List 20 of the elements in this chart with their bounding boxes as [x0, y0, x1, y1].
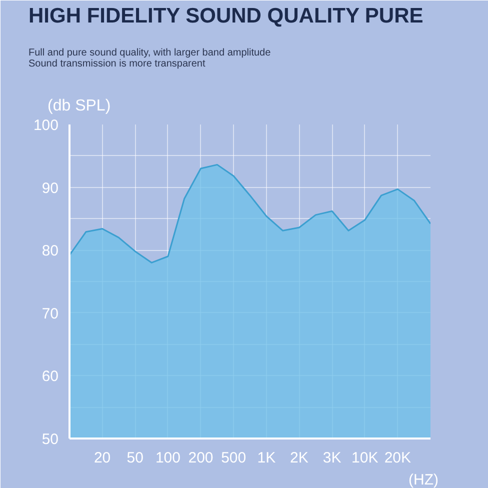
x-tick-label: 50	[126, 450, 144, 466]
y-tick-label: 80	[42, 242, 59, 260]
x-tick-label: 20K	[384, 450, 412, 466]
x-tick-label: 500	[221, 450, 246, 466]
x-tick-label: 100	[155, 450, 180, 466]
x-tick-label: 3K	[322, 450, 342, 466]
x-tick-label: 2K	[290, 450, 308, 466]
y-tick-label: 60	[42, 368, 59, 386]
x-tick-label: 200	[188, 450, 214, 466]
y-tick-label: 70	[42, 305, 59, 322]
y-axis-title: (db SPL)	[48, 98, 111, 114]
y-tick-label: 50	[42, 431, 59, 448]
y-tick-label: 90	[42, 180, 59, 197]
x-axis-title: (HZ)	[408, 472, 439, 488]
chart-title: HIGH FIDELITY SOUND QUALITY PURE	[28, 4, 424, 28]
x-tick-label: 1K	[257, 450, 276, 466]
chart-subtitle: Full and pure sound quality, with larger band amplitude Sound transmission is more transparent	[28, 48, 272, 70]
x-tick-label: 10K	[352, 450, 378, 466]
y-tick-label: 100	[33, 117, 59, 134]
x-tick-label: 20	[94, 450, 111, 466]
